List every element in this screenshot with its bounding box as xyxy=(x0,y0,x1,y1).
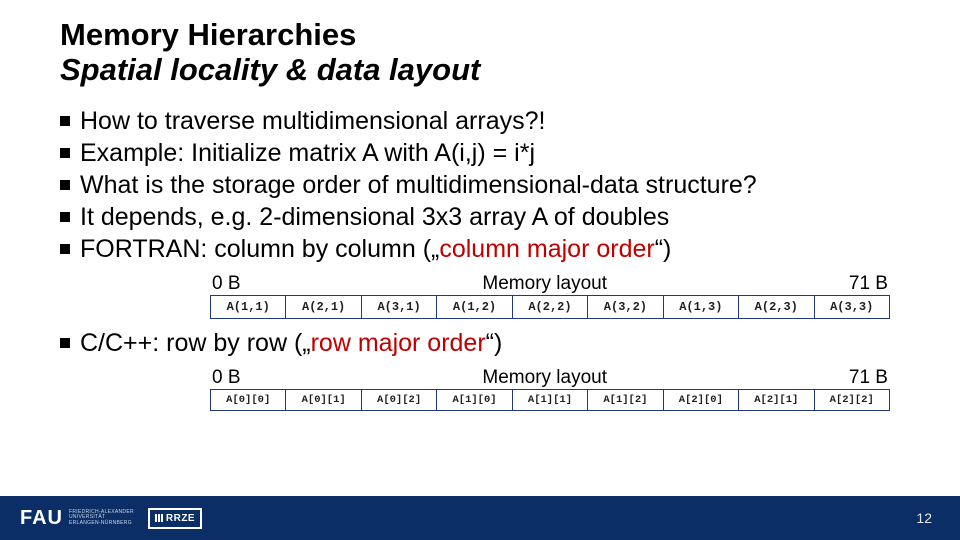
bullet-text: FORTRAN: column by column („column major… xyxy=(80,233,910,265)
footer-left: FAU FRIEDRICH-ALEXANDER UNIVERSITÄT ERLA… xyxy=(20,507,202,530)
bullet-list: How to traverse multidimensional arrays?… xyxy=(60,105,910,265)
bullet-text: How to traverse multidimensional arrays?… xyxy=(80,105,910,137)
rrze-bars-icon xyxy=(155,514,163,522)
fortran-memory-layout: 0 B Memory layout 71 B A(1,1) A(2,1) A(3… xyxy=(210,271,890,319)
bullet-item: How to traverse multidimensional arrays?… xyxy=(60,105,910,137)
title-line-2: Spatial locality & data layout xyxy=(60,53,910,88)
memory-cell: A[2][0] xyxy=(663,390,738,410)
layout-cells: A(1,1) A(2,1) A(3,1) A(1,2) A(2,2) A(3,2… xyxy=(210,295,890,319)
layout-left-label: 0 B xyxy=(212,367,241,389)
memory-cell: A(3,3) xyxy=(814,296,890,318)
bullet-highlight: row major order xyxy=(311,329,486,357)
layout-center-label: Memory layout xyxy=(482,367,607,389)
bullet-item: What is the storage order of multidimens… xyxy=(60,169,910,201)
fau-logo: FAU FRIEDRICH-ALEXANDER UNIVERSITÄT ERLA… xyxy=(20,507,134,530)
memory-cell: A(1,2) xyxy=(436,296,511,318)
layout-header: 0 B Memory layout 71 B xyxy=(210,271,890,295)
layout-cells: A[0][0] A[0][1] A[0][2] A[1][0] A[1][1] … xyxy=(210,389,890,411)
rrze-text: RRZE xyxy=(166,513,195,524)
memory-cell: A(3,2) xyxy=(587,296,662,318)
bullet-prefix: FORTRAN: column by column („ xyxy=(80,235,439,263)
c-memory-layout: 0 B Memory layout 71 B A[0][0] A[0][1] A… xyxy=(210,365,890,411)
bullet-square-icon xyxy=(60,212,70,222)
layout-left-label: 0 B xyxy=(212,273,241,295)
bullet-square-icon xyxy=(60,180,70,190)
bullet-list-2: C/C++: row by row („row major order“) xyxy=(60,327,910,359)
bullet-text: Example: Initialize matrix A with A(i,j)… xyxy=(80,137,910,169)
fau-sub-line: ERLANGEN-NÜRNBERG xyxy=(69,521,134,527)
layout-right-label: 71 B xyxy=(849,273,888,295)
memory-cell: A[2][1] xyxy=(738,390,813,410)
fau-subtext: FRIEDRICH-ALEXANDER UNIVERSITÄT ERLANGEN… xyxy=(69,510,134,527)
memory-cell: A(2,3) xyxy=(738,296,813,318)
bullet-square-icon xyxy=(60,244,70,254)
bullet-item: Example: Initialize matrix A with A(i,j)… xyxy=(60,137,910,169)
bullet-square-icon xyxy=(60,148,70,158)
memory-cell: A[0][1] xyxy=(285,390,360,410)
fau-logo-text: FAU xyxy=(20,507,63,530)
bullet-square-icon xyxy=(60,116,70,126)
memory-cell: A[2][2] xyxy=(814,390,890,410)
title-line-1: Memory Hierarchies xyxy=(60,18,910,53)
memory-cell: A(2,1) xyxy=(285,296,360,318)
memory-cell: A(1,1) xyxy=(210,296,285,318)
rrze-logo: RRZE xyxy=(148,508,202,529)
bullet-highlight: column major order xyxy=(439,235,654,263)
layout-right-label: 71 B xyxy=(849,367,888,389)
bullet-text: What is the storage order of multidimens… xyxy=(80,169,910,201)
memory-cell: A[1][1] xyxy=(512,390,587,410)
bullet-prefix: C/C++: row by row („ xyxy=(80,329,311,357)
footer-bar: FAU FRIEDRICH-ALEXANDER UNIVERSITÄT ERLA… xyxy=(0,496,960,540)
bullet-square-icon xyxy=(60,338,70,348)
layout-header: 0 B Memory layout 71 B xyxy=(210,365,890,389)
layout-center-label: Memory layout xyxy=(482,273,607,295)
bullet-suffix: “) xyxy=(655,235,672,263)
bullet-suffix: “) xyxy=(486,329,503,357)
memory-cell: A(2,2) xyxy=(512,296,587,318)
memory-cell: A[0][2] xyxy=(361,390,436,410)
bullet-item: C/C++: row by row („row major order“) xyxy=(60,327,910,359)
bullet-item: FORTRAN: column by column („column major… xyxy=(60,233,910,265)
slide: Memory Hierarchies Spatial locality & da… xyxy=(0,0,960,540)
memory-cell: A[0][0] xyxy=(210,390,285,410)
memory-cell: A[1][2] xyxy=(587,390,662,410)
bullet-text: It depends, e.g. 2-dimensional 3x3 array… xyxy=(80,201,910,233)
bullet-item: It depends, e.g. 2-dimensional 3x3 array… xyxy=(60,201,910,233)
bullet-text: C/C++: row by row („row major order“) xyxy=(80,327,910,359)
memory-cell: A[1][0] xyxy=(436,390,511,410)
page-number: 12 xyxy=(916,510,932,526)
memory-cell: A(3,1) xyxy=(361,296,436,318)
memory-cell: A(1,3) xyxy=(663,296,738,318)
